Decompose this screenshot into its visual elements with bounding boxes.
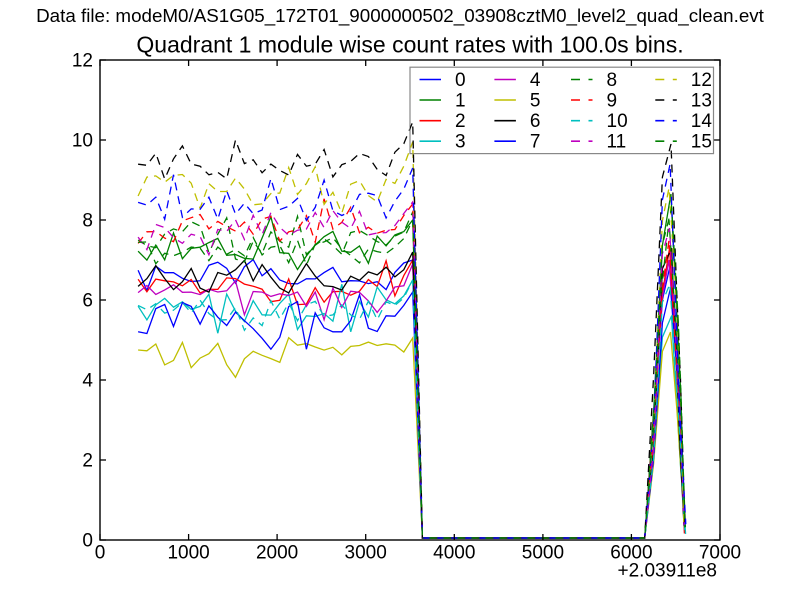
svg-text:14: 14 — [691, 111, 713, 132]
svg-text:13: 13 — [691, 91, 712, 112]
svg-text:6: 6 — [530, 111, 541, 132]
svg-text:Data file: modeM0/AS1G05_172T0: Data file: modeM0/AS1G05_172T01_90000005… — [36, 5, 765, 27]
svg-text:12: 12 — [72, 51, 93, 72]
svg-text:3000: 3000 — [345, 543, 387, 564]
svg-text:3: 3 — [455, 132, 466, 153]
svg-text:10: 10 — [607, 111, 628, 132]
svg-text:1000: 1000 — [167, 543, 209, 564]
svg-text:8: 8 — [82, 211, 93, 232]
svg-text:11: 11 — [607, 132, 627, 153]
svg-text:2: 2 — [82, 451, 93, 472]
svg-text:0: 0 — [82, 531, 93, 552]
svg-text:6: 6 — [82, 291, 93, 312]
svg-text:8: 8 — [607, 70, 618, 91]
svg-text:7: 7 — [530, 132, 541, 153]
svg-text:9: 9 — [607, 91, 618, 112]
svg-text:6000: 6000 — [610, 543, 652, 564]
svg-text:12: 12 — [691, 70, 712, 91]
svg-text:2: 2 — [455, 111, 466, 132]
svg-text:0: 0 — [95, 543, 106, 564]
svg-text:4: 4 — [530, 70, 541, 91]
svg-text:15: 15 — [691, 132, 712, 153]
svg-text:5: 5 — [530, 91, 541, 112]
svg-text:+2.03911e8: +2.03911e8 — [618, 561, 718, 582]
svg-text:2000: 2000 — [256, 543, 298, 564]
svg-text:5000: 5000 — [522, 543, 564, 564]
svg-text:4: 4 — [82, 371, 93, 392]
svg-text:Quadrant 1 module wise count r: Quadrant 1 module wise count rates with … — [136, 32, 683, 58]
svg-text:0: 0 — [455, 70, 466, 91]
svg-text:10: 10 — [72, 131, 93, 152]
svg-text:7000: 7000 — [699, 543, 741, 564]
svg-text:4000: 4000 — [433, 543, 475, 564]
svg-text:1: 1 — [455, 91, 466, 112]
